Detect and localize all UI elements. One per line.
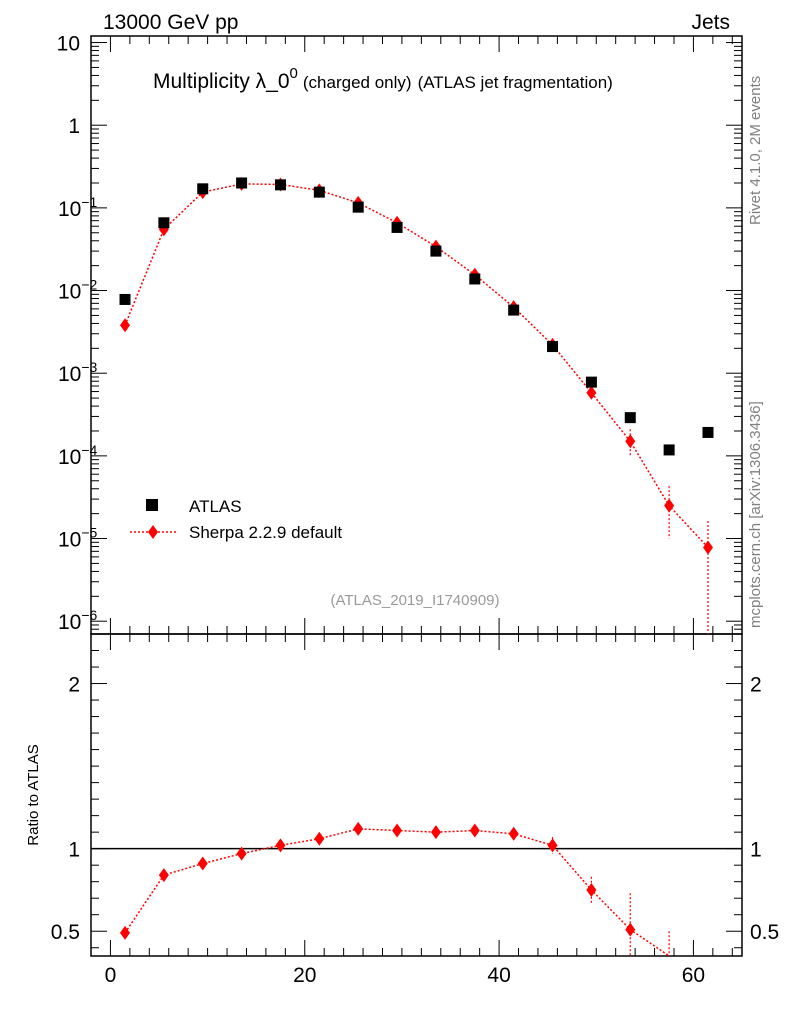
atlas-point: [391, 221, 403, 233]
sherpa-point: [664, 498, 675, 513]
ratio-point: [275, 838, 286, 853]
ratio-point: [197, 856, 208, 871]
main-axis-ticks: 10−6 10−5 10−4 10−3 10−2 10−1 1 10: [57, 33, 742, 635]
atlas-point: [236, 177, 248, 189]
legend-sherpa-marker: [148, 525, 158, 539]
analysis-id: (ATLAS_2019_I1740909): [330, 592, 499, 609]
ratio-ylabel: Ratio to ATLAS: [25, 744, 42, 845]
ratio-point: [547, 838, 558, 853]
ratio-y-tick-label-right: 2: [750, 674, 762, 697]
ratio-point: [586, 882, 597, 897]
ratio-y-tick-label-left: 0.5: [51, 921, 80, 944]
x-tick-label: 20: [293, 964, 316, 987]
ratio-point: [469, 823, 480, 838]
legend-atlas-marker: [146, 499, 158, 511]
sherpa-point: [120, 318, 131, 333]
header-right: Jets: [691, 11, 730, 34]
legend-atlas-label: ATLAS: [189, 497, 242, 516]
plot-title-sup: 0: [290, 65, 298, 82]
sherpa-point: [625, 434, 636, 449]
ratio-point: [625, 922, 636, 937]
y-tick-label: 10−3: [58, 359, 98, 386]
ratio-point: [508, 826, 519, 841]
header-left: 13000 GeV pp: [103, 11, 238, 34]
atlas-point: [313, 186, 325, 198]
ratio-point: [430, 825, 441, 840]
y-tick-label: 10−6: [58, 607, 98, 634]
atlas-point: [158, 217, 170, 229]
ratio-plot-frame: [90, 633, 743, 957]
atlas-point: [547, 341, 559, 353]
atlas-point: [702, 426, 714, 438]
ratio-point: [158, 868, 169, 883]
ratio-point: [353, 821, 364, 836]
ratio-y-tick-label-left: 1: [68, 839, 80, 862]
x-tick-label: 0: [105, 964, 117, 987]
legend-sherpa-label: Sherpa 2.2.9 default: [189, 523, 342, 542]
atlas-point: [197, 183, 209, 195]
y-tick-label: 10−4: [58, 442, 98, 469]
main-plot-marks: [119, 176, 714, 634]
x-tick-label: 40: [487, 964, 510, 987]
sherpa-point: [586, 385, 597, 400]
atlas-point: [119, 293, 131, 305]
atlas-point: [430, 245, 442, 257]
plot-title-small: (charged only): [303, 73, 412, 92]
atlas-point: [274, 179, 286, 191]
sherpa-point: [702, 540, 713, 555]
y-tick-label: 1: [68, 115, 80, 138]
ratio-point: [236, 846, 247, 861]
plot-title: Multiplicity λ_00 (charged only) (ATLAS je…: [153, 65, 613, 93]
ratio-plot-marks: [120, 821, 670, 957]
atlas-point: [624, 412, 636, 424]
ratio-y-tick-label-right: 0.5: [750, 921, 779, 944]
y-tick-label: 10: [57, 33, 80, 56]
x-tick-label: 60: [682, 964, 705, 987]
atlas-point: [585, 376, 597, 388]
rivet-label: Rivet 4.1.0, 2M events: [747, 76, 764, 225]
plot-title-tail: (ATLAS jet fragmentation): [418, 73, 613, 92]
ratio-axis-ticks: 0.5 0.51 12 20 20 40 60: [51, 634, 779, 987]
source-label: mcplots.cern.ch [arXiv:1306.3436]: [747, 401, 764, 628]
y-tick-label: 10−5: [58, 525, 98, 552]
ratio-point: [392, 823, 403, 838]
plot-title-main: Multiplicity λ_0: [153, 70, 290, 93]
legend: ATLAS Sherpa 2.2.9 default: [130, 497, 342, 542]
ratio-y-tick-label-left: 2: [68, 674, 80, 697]
ratio-point: [314, 831, 325, 846]
atlas-point: [508, 304, 520, 316]
atlas-point: [469, 273, 481, 285]
atlas-point: [663, 444, 675, 456]
ratio-point: [120, 925, 131, 940]
sherpa-line: [124, 183, 709, 548]
main-plot-frame: [90, 35, 743, 635]
atlas-point: [352, 201, 364, 213]
y-tick-label: 10−2: [58, 277, 98, 304]
ratio-y-tick-label-right: 1: [750, 839, 762, 862]
y-tick-label: 10−1: [58, 194, 98, 221]
